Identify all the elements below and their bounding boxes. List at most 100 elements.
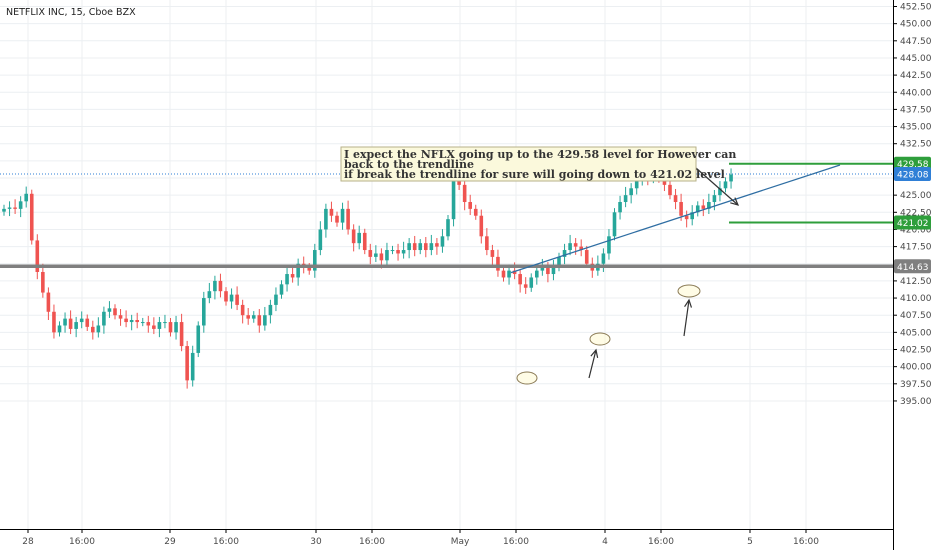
price-tag <box>894 167 931 182</box>
candle-body <box>607 236 611 254</box>
drawings: I expect the NFLX going up to the 429.58… <box>340 146 841 385</box>
candle-body <box>24 193 28 202</box>
candle-body <box>712 195 717 203</box>
candle-body <box>379 253 384 261</box>
candle-body <box>679 202 683 216</box>
candle-body <box>701 205 706 209</box>
price-tick-label: 450.00 <box>900 20 932 30</box>
candle-body <box>340 208 345 223</box>
price-tick-label: 437.50 <box>900 105 932 115</box>
time-tick-label: 28 <box>22 537 34 547</box>
candle-body <box>68 318 73 329</box>
candle-body <box>368 250 373 257</box>
candle-body <box>523 284 528 288</box>
candle-body <box>429 243 434 251</box>
price-tick-label: 402.50 <box>900 346 932 356</box>
arrow-to-target-head <box>730 197 740 206</box>
candle-body <box>529 277 534 288</box>
candle-body <box>63 318 67 326</box>
candle-body <box>52 311 56 333</box>
candle-body <box>385 250 389 261</box>
price-tag-label: 414.63 <box>897 263 929 273</box>
touch-point-ellipse <box>589 332 611 346</box>
candle-body <box>174 322 178 333</box>
candle-body <box>446 219 450 237</box>
annotation-line: back to the trendline <box>344 158 474 171</box>
candle-body <box>290 274 295 278</box>
candle-body <box>190 352 195 381</box>
candle-body <box>13 207 17 209</box>
candle-body <box>57 325 62 333</box>
price-tag <box>894 215 931 230</box>
candle-body <box>362 232 367 251</box>
candle-body <box>268 304 273 316</box>
candle-body <box>723 181 728 189</box>
candle-body <box>168 322 173 333</box>
candle-body <box>690 212 694 220</box>
candle-body <box>285 274 289 285</box>
candle-body <box>229 294 234 302</box>
touch-point-ellipse <box>516 371 538 385</box>
candle-body <box>313 250 317 271</box>
candle-body <box>546 267 550 275</box>
candle-body <box>246 315 250 319</box>
candle-body <box>557 256 561 268</box>
grid <box>0 0 893 529</box>
candle-body <box>612 212 617 237</box>
candle-body <box>673 195 678 203</box>
candle-body <box>601 253 606 264</box>
arrow-up-2-head <box>684 298 693 308</box>
price-tick-label: 452.50 <box>900 3 932 13</box>
candle-body <box>263 315 267 326</box>
price-tag <box>894 259 931 274</box>
price-tick-label: 447.50 <box>900 37 932 47</box>
candle-body <box>35 240 40 272</box>
time-tick-label: 16:00 <box>213 537 239 547</box>
price-tag-label: 428.08 <box>897 171 929 181</box>
candle-body <box>140 322 145 324</box>
candle-body <box>584 250 589 264</box>
price-tick-label: 435.00 <box>900 123 932 133</box>
candle-body <box>113 308 117 316</box>
annotation-line: I expect the NFLX going up to the 429.58… <box>344 148 736 161</box>
candle-body <box>390 250 395 252</box>
price-tick-label: 442.50 <box>900 71 932 81</box>
time-tick-label: 16:00 <box>503 537 529 547</box>
time-tick-label: 4 <box>602 537 608 547</box>
candle-body <box>718 188 722 196</box>
candle-body <box>74 322 78 329</box>
candle-body <box>623 195 628 203</box>
time-axis: 28 16:00 29 16:00 30 16:00 May 16:00 4 16:00 5 16:0… <box>22 529 819 547</box>
candle-body <box>124 318 128 323</box>
candle-body <box>668 184 672 196</box>
candle-body <box>462 184 467 203</box>
candle-body <box>135 320 139 323</box>
price-tick-label: 405.00 <box>900 328 932 338</box>
candle-body <box>562 250 567 257</box>
candle-body <box>535 270 539 278</box>
price-tick-label: 440.00 <box>900 88 932 98</box>
candle-body <box>96 325 101 333</box>
price-tick-label: 417.50 <box>900 243 932 253</box>
candle-body <box>7 207 12 209</box>
touch-point-ellipse <box>677 284 701 298</box>
candle-body <box>163 322 167 324</box>
candle-body <box>18 201 23 209</box>
candle-body <box>468 202 472 209</box>
candle-body <box>435 243 439 247</box>
candle-body <box>240 304 245 316</box>
candle-body <box>152 325 156 329</box>
candle-body <box>396 250 400 254</box>
annotation-line: if break the trendline for sure will goi… <box>344 168 725 181</box>
annotation-box: I expect the NFLX going up to the 429.58… <box>340 146 736 182</box>
time-tick-label: 16:00 <box>793 537 819 547</box>
price-tick-label: 397.50 <box>900 380 932 390</box>
candle-body <box>2 208 6 212</box>
time-tick-label: 16:00 <box>648 537 674 547</box>
candle-body <box>518 274 522 285</box>
candle-body <box>129 320 134 323</box>
price-tick-label: 420.00 <box>900 225 932 235</box>
candle-body <box>351 229 356 244</box>
candle-body <box>329 208 334 216</box>
